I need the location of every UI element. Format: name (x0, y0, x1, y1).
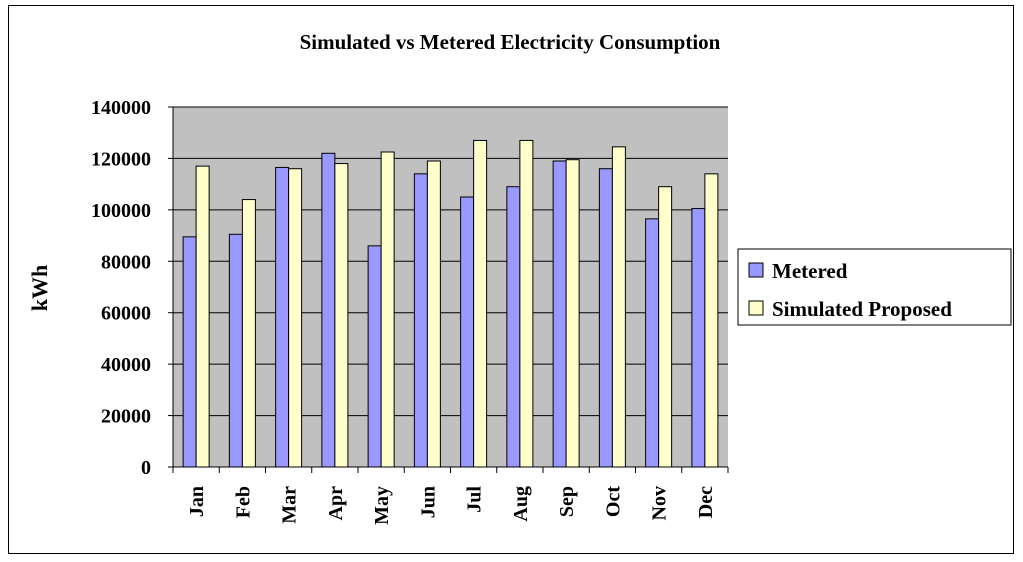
bar-metered-dec (691, 208, 706, 468)
bar-simulated-sep (565, 159, 580, 468)
bar-metered-may (367, 245, 382, 468)
bar-metered-jul (460, 196, 475, 468)
x-tick-label-jan: Jan (186, 486, 208, 517)
legend-label-simulated: Simulated Proposed (772, 297, 952, 321)
x-tick-label-apr: Apr (325, 486, 347, 521)
x-tick-label-sep: Sep (556, 486, 578, 517)
x-tick-label-mar: Mar (279, 486, 301, 524)
bar-simulated-mar (288, 168, 303, 468)
bar-metered-jan (182, 236, 197, 468)
bar-simulated-nov (658, 186, 673, 468)
y-tick-label: 0 (141, 457, 151, 479)
bar-simulated-jan (195, 165, 210, 468)
x-tick-label-aug: Aug (510, 486, 532, 522)
legend: Metered Simulated Proposed (737, 248, 1012, 326)
y-tick-label: 40000 (101, 354, 151, 376)
bar-simulated-apr (334, 163, 349, 468)
x-tick-label-oct: Oct (602, 486, 624, 517)
legend-swatch-simulated (748, 300, 764, 316)
bar-simulated-jun (426, 160, 441, 468)
y-tick-label: 20000 (101, 406, 151, 428)
bar-metered-sep (552, 160, 567, 468)
chart-title: Simulated vs Metered Electricity Consump… (300, 30, 721, 54)
bar-metered-nov (645, 218, 660, 468)
bar-simulated-aug (519, 139, 534, 468)
y-tick-label: 120000 (91, 148, 151, 170)
y-tick-label: 140000 (91, 97, 151, 119)
bar-simulated-may (380, 151, 395, 468)
x-tick-label-jul: Jul (464, 486, 486, 513)
legend-swatch-metered (748, 262, 764, 278)
y-tick-label: 60000 (101, 303, 151, 325)
plot-background (173, 107, 728, 467)
bar-metered-mar (275, 166, 290, 468)
bar-simulated-jul (473, 139, 488, 468)
y-tick-label: 100000 (91, 200, 151, 222)
x-tick-label-nov: Nov (649, 486, 671, 520)
bar-simulated-feb (241, 199, 256, 468)
bar-metered-apr (321, 152, 336, 468)
y-axis-label: kWh (27, 265, 52, 311)
x-tick-label-dec: Dec (695, 486, 717, 518)
x-tick-label-may: May (371, 486, 393, 525)
bar-metered-jun (413, 173, 428, 468)
bar-metered-feb (228, 233, 243, 468)
bar-simulated-oct (611, 146, 626, 468)
y-tick-label: 80000 (101, 251, 151, 273)
x-tick-label-feb: Feb (232, 486, 254, 518)
bar-metered-oct (598, 168, 613, 468)
plot-area: 0 20000 40000 60000 80000 100000 120000 140000 J… (91, 97, 729, 525)
legend-label-metered: Metered (772, 259, 848, 283)
bar-metered-aug (506, 186, 521, 468)
x-tick-label-jun: Jun (417, 486, 439, 518)
bar-simulated-dec (704, 173, 719, 468)
legend-box (737, 248, 1012, 326)
